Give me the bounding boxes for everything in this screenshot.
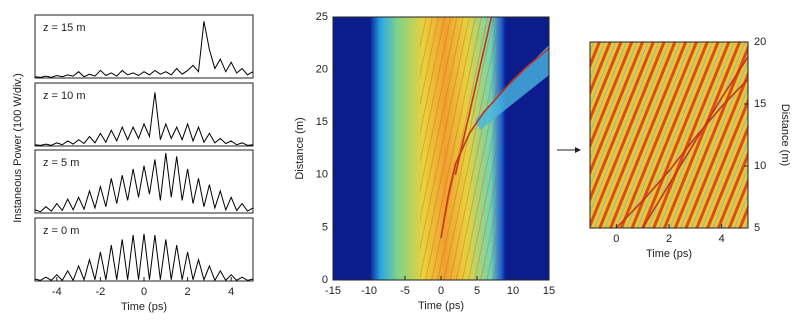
x-tick-label: -2 (96, 286, 106, 298)
y-axis-label: Distance (m) (294, 117, 306, 179)
power-trace (34, 153, 254, 213)
x-axis-label: Time (ps) (418, 300, 464, 312)
y-tick-label: 20 (754, 36, 766, 48)
x-tick-label: 5 (474, 285, 480, 297)
x-tick-label: 4 (228, 286, 234, 298)
y-tick-label: 5 (754, 222, 760, 234)
x-tick-label: -15 (325, 285, 341, 297)
panel-frame (34, 82, 254, 147)
x-tick-label: 4 (719, 233, 725, 245)
zoom-image (590, 42, 748, 228)
trajectory (440, 47, 550, 239)
x-tick-label: 2 (666, 233, 672, 245)
x-axis-label: Time (ps) (121, 301, 167, 313)
panel-frame (34, 14, 254, 79)
power-trace (34, 92, 254, 146)
power-trace (34, 21, 254, 78)
arrow-head (575, 147, 581, 153)
x-tick-label: -4 (52, 286, 62, 298)
panel-frame (34, 149, 254, 214)
y-tick-label: 20 (316, 64, 328, 76)
x-tick-label: 0 (613, 233, 619, 245)
heatmap-splay (475, 45, 549, 130)
y-tick-label: 25 (316, 11, 328, 23)
x-tick-label: -5 (400, 285, 410, 297)
trajectory (615, 78, 749, 229)
x-tick-label: 0 (438, 285, 444, 297)
y-tick-label: 5 (322, 221, 328, 233)
panel-label: z = 10 m (43, 90, 86, 102)
y-tick-label: 10 (754, 160, 766, 172)
y-tick-label: 15 (754, 98, 766, 110)
power-trace (34, 233, 254, 282)
x-tick-label: 0 (141, 286, 147, 298)
y-tick-label: 10 (316, 169, 328, 181)
x-tick-label: 10 (507, 285, 519, 297)
y-axis-label: Instaneous Power (100 W/div.) (12, 73, 24, 223)
trajectory (641, 56, 749, 229)
x-tick-label: 2 (185, 286, 191, 298)
y-axis-label: Distance (m) (779, 104, 791, 166)
y-tick-label: 15 (316, 116, 328, 128)
panel-label: z = 0 m (43, 225, 79, 237)
x-axis-label: Time (ps) (646, 248, 692, 260)
x-tick-label: 15 (543, 285, 555, 297)
trajectory (454, 16, 493, 175)
heatmap-texture (420, 17, 500, 280)
panel-label: z = 15 m (43, 22, 86, 34)
panel-label: z = 5 m (43, 157, 79, 169)
y-tick-label: 0 (322, 274, 328, 286)
x-tick-label: -10 (361, 285, 377, 297)
